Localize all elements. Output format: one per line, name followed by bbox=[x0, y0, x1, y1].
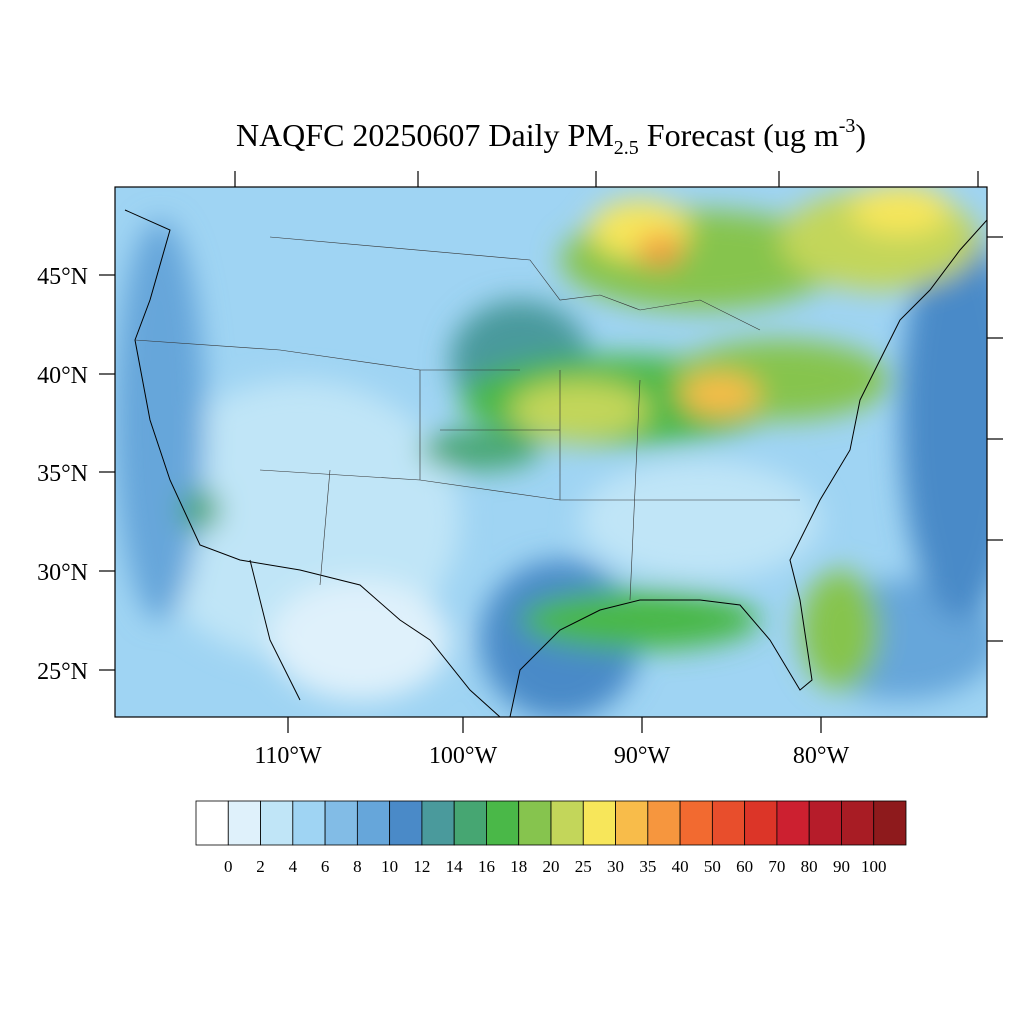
colorbar-box bbox=[389, 800, 423, 846]
title-sup: -3 bbox=[839, 115, 856, 137]
colorbar-box bbox=[582, 800, 616, 846]
colorbar-label: 12 bbox=[413, 857, 430, 876]
colorbar-label: 50 bbox=[704, 857, 721, 876]
title-end: ) bbox=[855, 117, 866, 153]
colorbar-box bbox=[647, 800, 681, 846]
colorbar-box bbox=[550, 800, 584, 846]
lon-label: 80°W bbox=[793, 743, 850, 769]
colorbar-label: 14 bbox=[446, 857, 464, 876]
title-rest: Forecast (ug m bbox=[639, 117, 839, 153]
colorbar-label: 10 bbox=[381, 857, 398, 876]
title-main: NAQFC 20250607 Daily PM bbox=[236, 117, 614, 153]
colorbar-label: 70 bbox=[768, 857, 785, 876]
lon-label: 90°W bbox=[614, 743, 671, 769]
colorbar-box bbox=[711, 800, 746, 846]
colorbar-box bbox=[679, 800, 713, 846]
colorbar-label: 0 bbox=[224, 857, 233, 876]
colorbar-box bbox=[421, 800, 455, 846]
colorbar-box bbox=[518, 800, 552, 846]
colorbar-box bbox=[453, 800, 487, 846]
colorbar-label: 6 bbox=[321, 857, 330, 876]
colorbar-label: 30 bbox=[607, 857, 624, 876]
colorbar-label: 35 bbox=[639, 857, 656, 876]
lon-label: 100°W bbox=[429, 743, 498, 769]
colorbar-label: 25 bbox=[575, 857, 592, 876]
colorbar-box bbox=[873, 800, 907, 846]
title: NAQFC 20250607 Daily PM2.5 Forecast (ug … bbox=[236, 115, 866, 159]
colorbar-label: 90 bbox=[833, 857, 850, 876]
lat-label: 40°N bbox=[37, 363, 88, 389]
colorbar-box bbox=[744, 800, 778, 846]
colorbar-label: 60 bbox=[736, 857, 753, 876]
colorbar-label: 18 bbox=[510, 857, 527, 876]
colorbar-label: 100 bbox=[861, 857, 887, 876]
lat-label: 30°N bbox=[37, 560, 88, 586]
map-frame bbox=[114, 186, 988, 718]
lat-label: 25°N bbox=[37, 659, 88, 685]
colorbar-label: 2 bbox=[256, 857, 265, 876]
colorbar: 0 2 4 6 8 10 12 14 16 18 20 25 30 35 40 50 60 70 80 90 100 bbox=[195, 800, 907, 876]
map-ticks bbox=[99, 171, 1003, 733]
colorbar-label: 4 bbox=[289, 857, 298, 876]
colorbar-box bbox=[227, 800, 261, 846]
colorbar-label: 20 bbox=[543, 857, 560, 876]
lat-label: 45°N bbox=[37, 264, 88, 290]
colorbar-box bbox=[615, 800, 649, 846]
colorbar-label: 80 bbox=[801, 857, 818, 876]
colorbar-box bbox=[195, 800, 229, 846]
lon-label: 110°W bbox=[254, 743, 322, 769]
colorbar-box bbox=[324, 800, 358, 846]
map-field bbox=[115, 187, 987, 717]
title-sub: 2.5 bbox=[614, 137, 639, 159]
colorbar-box bbox=[808, 800, 842, 846]
colorbar-label: 16 bbox=[478, 857, 495, 876]
colorbar-label: 8 bbox=[353, 857, 362, 876]
colorbar-box bbox=[356, 800, 391, 846]
colorbar-box bbox=[776, 800, 810, 846]
lat-label: 35°N bbox=[37, 461, 88, 487]
axis-labels: 45°N 40°N 35°N 30°N 25°N 110°W 100°W 90°W 80°W bbox=[37, 264, 849, 769]
colorbar-box bbox=[260, 800, 294, 846]
colorbar-box bbox=[841, 800, 875, 846]
colorbar-box bbox=[292, 800, 326, 846]
colorbar-box bbox=[486, 800, 520, 846]
colorbar-label: 40 bbox=[672, 857, 689, 876]
